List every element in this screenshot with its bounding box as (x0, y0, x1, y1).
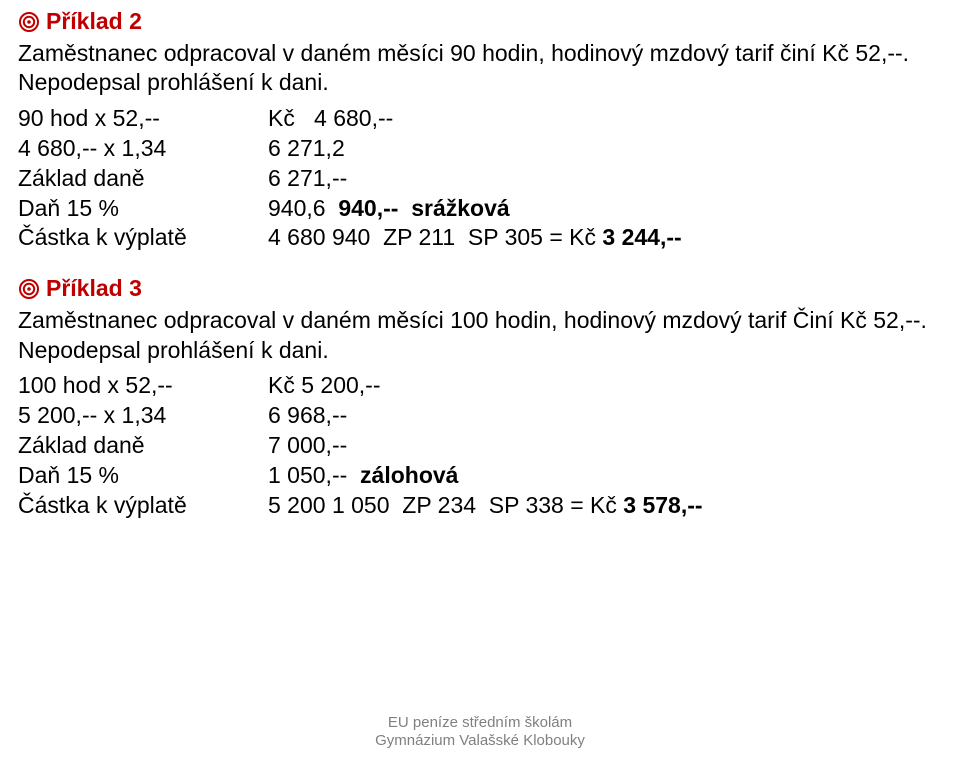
example-2-intro: Zaměstnanec odpracoval v daném měsíci 90… (18, 39, 942, 98)
calc-value: 6 271,2 (268, 134, 942, 164)
calc-row: 90 hod x 52,-- Kč 4 680,-- (18, 104, 942, 134)
example-3-heading: Příklad 3 (46, 275, 142, 302)
page: Příklad 2 Zaměstnanec odpracoval v daném… (0, 0, 960, 761)
footer-line-1: EU peníze středním školám (0, 714, 960, 733)
calc-label: 4 680,-- x 1,34 (18, 134, 268, 164)
calc-value: Kč 4 680,-- (268, 104, 942, 134)
footer: EU peníze středním školám Gymnázium Vala… (0, 714, 960, 752)
calc-row: Základ daně 6 271,-- (18, 164, 942, 194)
calc-row: Částka k výplatě 4 680 940 ZP 211 SP 305… (18, 223, 942, 253)
calc-value: 6 968,-- (268, 401, 942, 431)
calc-value: 6 271,-- (268, 164, 942, 194)
calc-row: Částka k výplatě 5 200 1 050 ZP 234 SP 3… (18, 491, 942, 521)
calc-row: Základ daně 7 000,-- (18, 431, 942, 461)
example-2-heading: Příklad 2 (46, 8, 142, 35)
calc-label: Částka k výplatě (18, 491, 268, 521)
example-2-heading-line: Příklad 2 (18, 8, 942, 35)
example-3-intro: Zaměstnanec odpracoval v daném měsíci 10… (18, 306, 942, 365)
example-2-table: 90 hod x 52,-- Kč 4 680,-- 4 680,-- x 1,… (18, 104, 942, 253)
calc-row: 100 hod x 52,-- Kč 5 200,-- (18, 371, 942, 401)
calc-label: Základ daně (18, 164, 268, 194)
calc-value: 4 680 940 ZP 211 SP 305 = Kč 3 244,-- (268, 223, 942, 253)
calc-label: 100 hod x 52,-- (18, 371, 268, 401)
calc-label: Daň 15 % (18, 461, 268, 491)
target-bullet-icon (18, 278, 40, 300)
calc-value: Kč 5 200,-- (268, 371, 942, 401)
calc-value: 5 200 1 050 ZP 234 SP 338 = Kč 3 578,-- (268, 491, 942, 521)
calc-row: 4 680,-- x 1,34 6 271,2 (18, 134, 942, 164)
calc-label: Daň 15 % (18, 194, 268, 224)
calc-row: Daň 15 % 1 050,-- zálohová (18, 461, 942, 491)
calc-value: 1 050,-- zálohová (268, 461, 942, 491)
calc-row: Daň 15 % 940,6 940,-- srážková (18, 194, 942, 224)
calc-value: 7 000,-- (268, 431, 942, 461)
calc-label: 90 hod x 52,-- (18, 104, 268, 134)
calc-value: 940,6 940,-- srážková (268, 194, 942, 224)
calc-label: Částka k výplatě (18, 223, 268, 253)
calc-row: 5 200,-- x 1,34 6 968,-- (18, 401, 942, 431)
example-3-heading-line: Příklad 3 (18, 275, 942, 302)
example-3-table: 100 hod x 52,-- Kč 5 200,-- 5 200,-- x 1… (18, 371, 942, 520)
calc-label: Základ daně (18, 431, 268, 461)
calc-label: 5 200,-- x 1,34 (18, 401, 268, 431)
footer-line-2: Gymnázium Valašské Klobouky (0, 732, 960, 751)
target-bullet-icon (18, 11, 40, 33)
